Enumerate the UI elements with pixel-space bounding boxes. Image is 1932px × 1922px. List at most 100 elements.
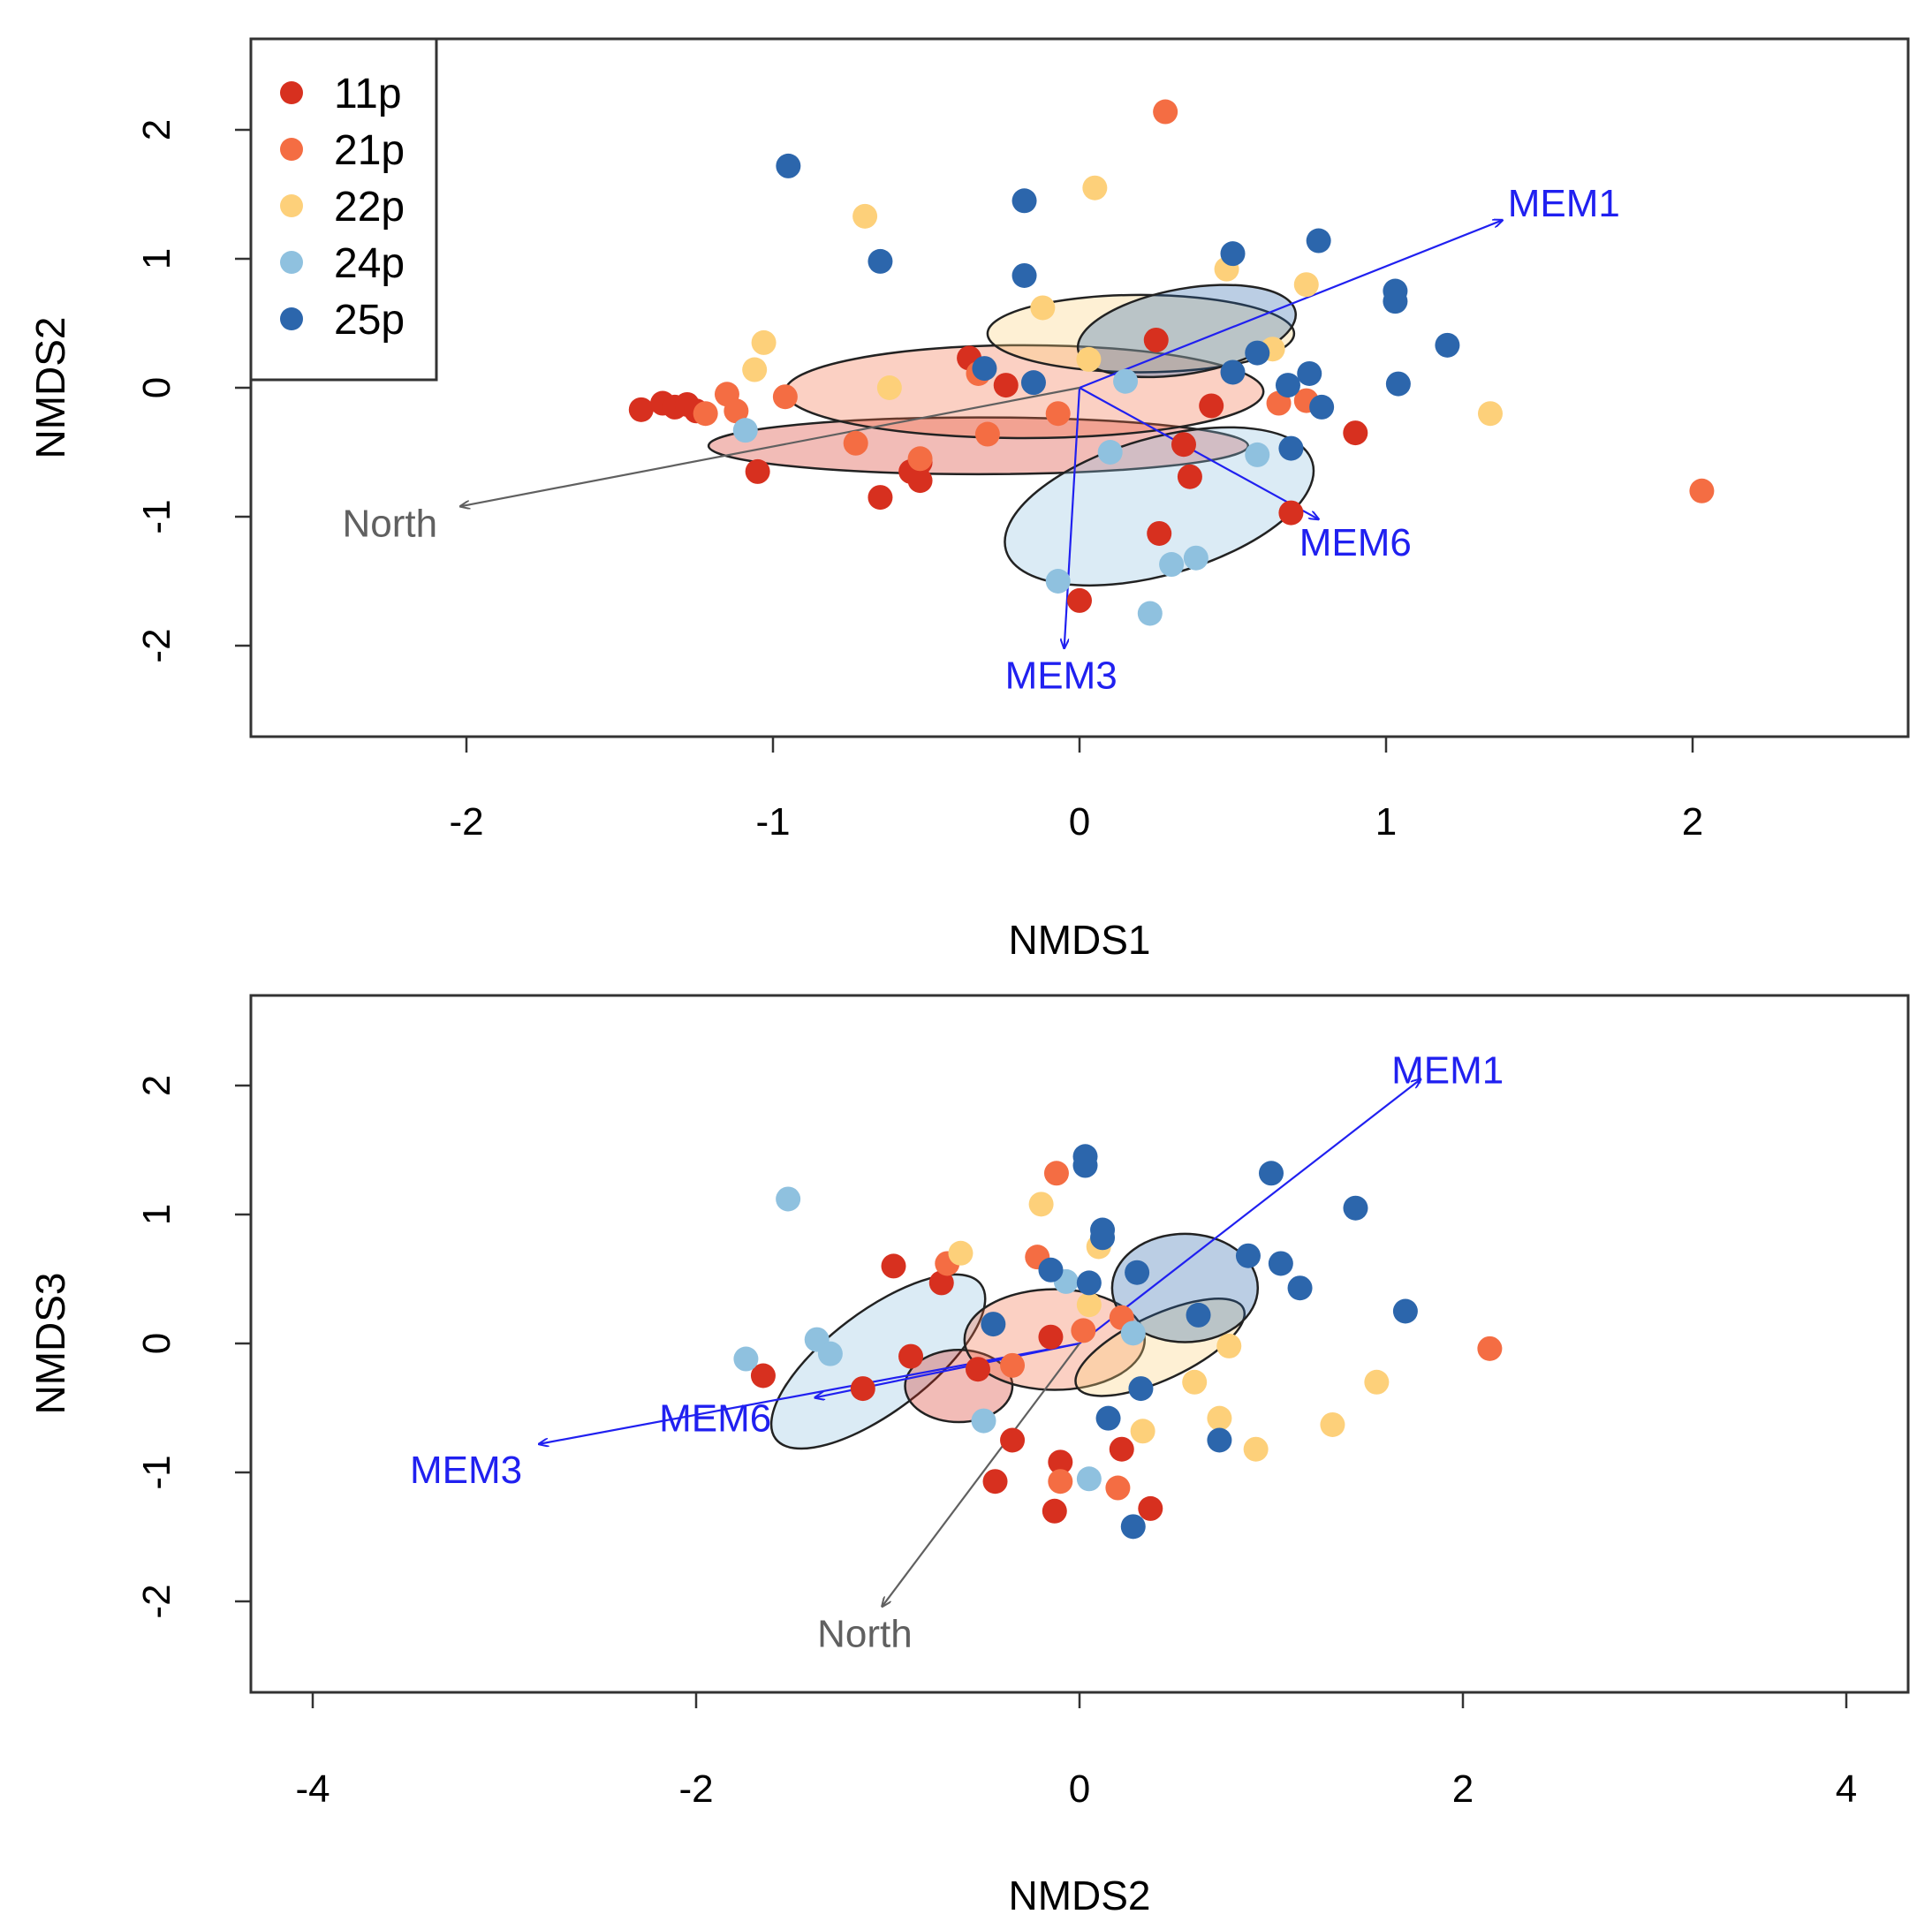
point-22p [1082,175,1108,201]
point-11p [750,1363,776,1389]
y-tick-label: 1 [135,1204,178,1225]
point-11p [1042,1498,1067,1524]
point-25p [1275,373,1300,398]
point-25p [1235,1243,1261,1268]
y-tick-label: 2 [135,119,178,140]
y-tick-label: 2 [135,1075,178,1096]
x-axis: -2 -1 0 1 2 [449,737,1703,844]
point-25p [1076,1270,1102,1296]
point-11p [1343,420,1368,446]
x-tick-label: 2 [1682,800,1703,844]
arrow-layer: MEM1 MEM6 MEM3 North [342,182,1619,697]
x-tick-label: 2 [1452,1767,1474,1811]
point-22p [1076,1292,1102,1318]
point-22p [1216,1333,1242,1358]
y-tick-label: -1 [135,1455,178,1489]
point-11p [1177,464,1202,489]
point-25p [1095,1405,1121,1431]
point-24p [1076,1466,1102,1492]
x-tick-label: 1 [1375,800,1397,844]
arrow-label-mem3: MEM3 [1005,655,1118,698]
point-21p [1048,1469,1073,1494]
point-11p [1199,393,1224,419]
y-tick-label: 0 [135,1333,178,1354]
point-11p [1143,327,1169,352]
point-25p [1435,332,1460,358]
x-tick-label: 4 [1836,1767,1857,1811]
arrow-mem1 [1079,220,1503,390]
arrow-label-north: North [817,1613,913,1656]
ellipse-25p [1076,284,1298,379]
ellipse-25p [1110,1232,1260,1343]
point-11p [1000,1427,1026,1453]
point-25p [776,153,801,178]
x-tick-label: 0 [1069,1767,1090,1811]
point-25p [1125,1260,1150,1285]
point-25p [1207,1427,1232,1453]
point-21p [1689,478,1715,503]
point-22p [1243,1436,1269,1462]
x-tick-label: -2 [449,800,483,844]
point-11p [868,485,893,511]
x-axis: -4 -2 0 2 4 [295,1692,1857,1811]
arrow-label-mem6: MEM6 [1299,521,1412,564]
point-22p [876,375,902,400]
point-21p [1000,1352,1026,1378]
point-25p [1309,394,1335,420]
point-11p [1171,432,1196,458]
x-tick-label: 0 [1069,800,1090,844]
point-25p [1186,1302,1211,1328]
point-25p [1306,228,1331,253]
point-25p [1259,1161,1284,1186]
point-22p [1028,1192,1054,1217]
arrow-north [460,386,1080,506]
point-21p [1045,401,1071,427]
point-24p [732,418,758,443]
point-layer [628,99,1715,626]
point-22p [1320,1411,1345,1437]
point-24p [1245,442,1270,467]
point-11p [965,1357,990,1382]
point-25p [1011,188,1037,214]
point-11p [1038,1324,1064,1350]
y-axis: -2 -1 0 1 2 [135,1075,251,1619]
y-axis-title: NMDS3 [27,1272,73,1414]
point-11p [745,458,770,484]
point-24p [817,1341,843,1366]
legend-label-25p: 25p [334,297,405,344]
point-21p [1477,1336,1503,1361]
x-tick-label: -4 [295,1767,330,1811]
point-25p [1268,1251,1293,1276]
point-22p [1130,1419,1155,1444]
arrow-label-mem3: MEM3 [410,1449,522,1492]
point-25p [1220,359,1246,385]
point-25p [981,1312,1006,1337]
point-21p [843,430,868,456]
point-25p [868,248,893,274]
point-layer [733,1144,1503,1540]
ellipse-22p [986,293,1296,374]
point-22p [1207,1405,1232,1431]
point-25p [1090,1225,1116,1251]
point-11p [1109,1436,1134,1462]
point-11p [1048,1449,1073,1475]
arrow-label-mem1: MEM1 [1508,182,1620,225]
point-25p [1385,371,1411,397]
point-22p [852,203,878,229]
point-24p [733,1346,759,1372]
point-24p [1137,601,1163,626]
point-24p [1113,368,1139,394]
point-21p [1153,99,1178,125]
x-axis-title: NMDS2 [1008,1873,1150,1918]
y-axis-title: NMDS2 [27,316,73,458]
point-25p [1128,1376,1154,1402]
legend-label-11p: 11p [334,71,402,117]
point-11p [928,1270,954,1296]
legend-label-24p: 24p [334,240,405,287]
point-22p [948,1240,974,1266]
point-25p [1245,340,1270,366]
point-21p [772,384,798,410]
legend-label-22p: 22p [334,184,405,231]
legend-marker-24p [280,251,303,274]
